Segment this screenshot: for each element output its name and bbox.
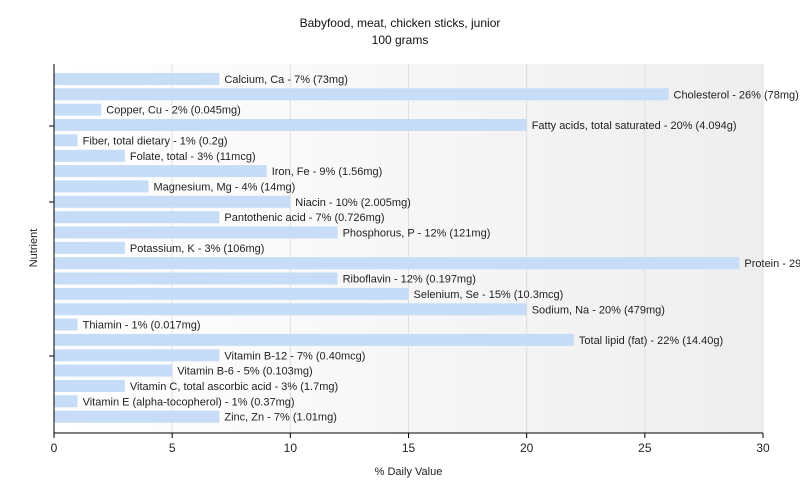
chart-subtitle: 100 grams xyxy=(371,33,429,47)
bar-data-label: Total lipid (fat) - 22% (14.40g) xyxy=(579,335,723,347)
bar xyxy=(54,241,125,254)
bar xyxy=(54,88,669,101)
bar xyxy=(54,73,220,85)
chart-title: Babyfood, meat, chicken sticks, junior xyxy=(299,16,501,30)
bar xyxy=(54,149,125,162)
bar xyxy=(54,364,173,377)
bar xyxy=(54,211,220,224)
bar-data-label: Fiber, total dietary - 1% (0.2g) xyxy=(83,135,228,147)
x-tick-label: 20 xyxy=(520,441,534,455)
bar-data-label: Niacin - 10% (2.005mg) xyxy=(295,197,411,209)
bar-data-label: Sodium, Na - 20% (479mg) xyxy=(532,304,665,316)
bar xyxy=(54,195,291,208)
bar-data-label: Phosphorus, P - 12% (121mg) xyxy=(343,228,491,240)
bar xyxy=(54,257,740,270)
bar-data-label: Vitamin C, total ascorbic acid - 3% (1.7… xyxy=(130,381,338,393)
x-tick-label: 30 xyxy=(756,441,770,455)
bar-data-label: Selenium, Se - 15% (10.3mcg) xyxy=(414,289,564,301)
bar xyxy=(54,165,267,178)
bar xyxy=(54,333,574,346)
bar-data-label: Riboflavin - 12% (0.197mg) xyxy=(343,274,476,286)
bar-data-label: Calcium, Ca - 7% (73mg) xyxy=(224,74,347,86)
bar-data-label: Potassium, K - 3% (106mg) xyxy=(130,243,265,255)
bar-data-label: Copper, Cu - 2% (0.045mg) xyxy=(106,105,241,117)
x-tick-label: 15 xyxy=(402,441,416,455)
bar-data-label: Iron, Fe - 9% (1.56mg) xyxy=(272,166,383,178)
bar xyxy=(54,349,220,362)
bar-data-label: Fatty acids, total saturated - 20% (4.09… xyxy=(532,120,737,132)
bar-data-label: Pantothenic acid - 7% (0.726mg) xyxy=(224,212,384,224)
x-tick-label: 5 xyxy=(169,441,176,455)
bar xyxy=(54,287,409,300)
bar xyxy=(54,272,338,285)
x-tick-label: 0 xyxy=(51,441,58,455)
x-tick-label: 10 xyxy=(284,441,298,455)
x-axis-label: % Daily Value xyxy=(374,466,443,478)
bar xyxy=(54,134,78,147)
bar-data-label: Thiamin - 1% (0.017mg) xyxy=(83,320,201,332)
bar xyxy=(54,226,338,239)
bar xyxy=(54,380,125,392)
bar-data-label: Zinc, Zn - 7% (1.01mg) xyxy=(224,412,336,424)
bar xyxy=(54,180,149,193)
bar-data-label: Magnesium, Mg - 4% (14mg) xyxy=(154,181,296,193)
bar xyxy=(54,119,527,131)
bar-data-label: Vitamin B-6 - 5% (0.103mg) xyxy=(177,366,313,378)
bar xyxy=(54,318,78,331)
bar-data-label: Vitamin E (alpha-tocopherol) - 1% (0.37m… xyxy=(83,396,295,408)
bar xyxy=(54,395,78,408)
x-tick-label: 25 xyxy=(638,441,652,455)
y-axis-label: Nutrient xyxy=(28,228,40,268)
bar xyxy=(54,410,220,423)
bar-data-label: Protein - 29% (14.60g) xyxy=(744,258,800,270)
bar-data-label: Vitamin B-12 - 7% (0.40mcg) xyxy=(224,350,365,362)
bar-data-label: Cholesterol - 26% (78mg) xyxy=(674,89,799,101)
bar xyxy=(54,103,102,116)
bar-data-label: Folate, total - 3% (11mcg) xyxy=(130,151,256,163)
bar xyxy=(54,303,527,316)
